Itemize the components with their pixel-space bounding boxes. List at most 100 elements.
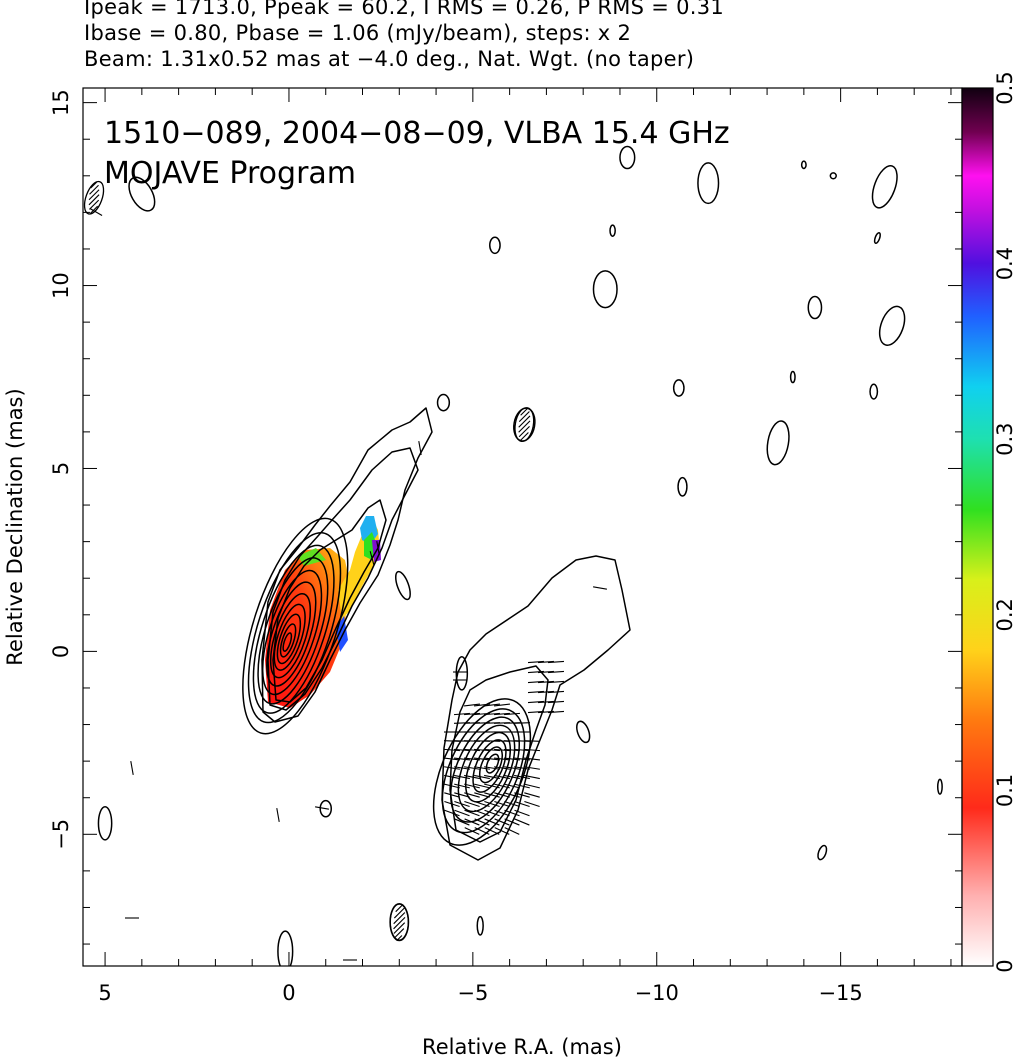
evpa-vector <box>473 703 491 707</box>
evpa-vector <box>454 792 470 798</box>
evpa-vector <box>444 774 460 780</box>
hatch-line <box>89 199 100 210</box>
hatch-line <box>88 189 100 201</box>
evpa-vector <box>454 818 470 826</box>
evpa-vector <box>474 766 490 770</box>
evpa-vector <box>454 774 470 780</box>
noise-contour <box>436 393 451 412</box>
evpa-vector <box>376 541 380 555</box>
evpa-vector <box>464 809 480 817</box>
evpa-vector <box>473 712 491 716</box>
evpa-vector <box>483 748 501 752</box>
hatch-line <box>520 407 529 416</box>
evpa-vector <box>504 766 520 770</box>
hatch-line <box>518 420 531 433</box>
evpa-vector <box>453 712 471 716</box>
jet-knot-contour <box>432 698 532 846</box>
evpa-vector <box>464 827 480 835</box>
jet-contour-outer <box>441 555 631 861</box>
evpa-vector <box>514 801 530 807</box>
x-tick-label: 0 <box>282 981 295 1005</box>
colorbar-tick-label: 0.3 <box>993 422 1017 455</box>
colorbar-tick-label: 0.1 <box>993 774 1017 807</box>
colorbar-tick-label: 0.4 <box>993 247 1017 280</box>
evpa-vector <box>503 748 521 752</box>
evpa-vector <box>483 757 501 761</box>
header-beam-info: Beam: 1.31x0.52 mas at −4.0 deg., Nat. W… <box>84 47 695 71</box>
evpa-vector <box>547 710 565 714</box>
evpa-vector <box>464 766 480 770</box>
core-contour <box>252 544 335 714</box>
y-tick-label: 15 <box>49 89 73 116</box>
y-axis-label: Relative Declination (mas) <box>3 388 27 665</box>
evpa-vector <box>484 827 500 835</box>
evpa-vector <box>524 801 540 807</box>
core-contour <box>247 532 342 724</box>
evpa-vector <box>453 757 471 761</box>
hatch-line <box>393 922 406 934</box>
colorbar-tick-label: 0 <box>993 959 1017 972</box>
hatch-line <box>519 432 529 442</box>
evpa-vector <box>523 757 541 761</box>
evpa-vector <box>315 806 329 810</box>
evpa-vector <box>454 809 470 817</box>
evpa-vector <box>463 748 481 752</box>
evpa-vector <box>537 710 555 714</box>
noise-contour <box>277 930 294 966</box>
evpa-vector <box>537 700 555 704</box>
noise-contour <box>319 799 333 818</box>
evpa-vector <box>443 757 461 761</box>
evpa-vector <box>514 809 530 817</box>
evpa-vector <box>474 783 490 789</box>
evpa-vector <box>504 792 520 798</box>
evpa-vector <box>537 680 555 684</box>
evpa-vector <box>483 703 501 707</box>
evpa-vector <box>524 774 540 780</box>
colorbar-tick-label: 0.5 <box>993 71 1017 104</box>
evpa-vector <box>504 809 520 817</box>
evpa-vector <box>527 710 545 714</box>
noise-contour <box>576 720 591 744</box>
polarization-vectors <box>88 181 607 961</box>
evpa-vector <box>463 757 481 761</box>
evpa-vector <box>537 670 555 674</box>
evpa-vector <box>483 712 501 716</box>
y-tick-label: 0 <box>49 645 73 658</box>
noise-contour <box>455 656 469 691</box>
y-tick-label: 10 <box>49 272 73 299</box>
evpa-vector <box>494 774 510 780</box>
evpa-vector <box>547 700 565 704</box>
hatched-ellipse <box>514 407 535 443</box>
evpa-vector <box>527 680 545 684</box>
contour-outer <box>261 407 433 723</box>
evpa-vector <box>537 660 555 664</box>
noise-contour <box>489 236 501 255</box>
evpa-vector <box>514 783 530 789</box>
hatch-line <box>518 415 531 428</box>
axis-tick-labels: 5 0 −5 −10 −15 −5 0 5 10 15 0 0.1 0.2 0.3 0.4 0.5 <box>49 71 1017 1005</box>
evpa-vector <box>474 774 490 780</box>
evpa-vector <box>547 680 565 684</box>
evpa-vector <box>527 670 545 674</box>
noise-contour <box>817 844 828 861</box>
jet-knot-contour <box>478 746 504 784</box>
evpa-vector <box>523 748 541 752</box>
noise-contour <box>878 305 906 346</box>
core-contour <box>257 557 329 705</box>
evpa-vector <box>514 792 530 798</box>
hatched-ellipse <box>389 903 409 941</box>
evpa-vector <box>494 818 510 826</box>
hatch-line <box>393 912 406 925</box>
core-contour <box>242 517 349 735</box>
evpa-vector <box>444 801 460 807</box>
noise-contour <box>871 164 898 209</box>
evpa-vector <box>494 801 510 807</box>
evpa-vector <box>473 757 491 761</box>
hatch-line <box>393 907 405 919</box>
evpa-vector <box>547 660 565 664</box>
x-tick-label: −15 <box>818 981 862 1005</box>
noise-contour <box>609 224 616 237</box>
hatch-line <box>89 184 99 195</box>
x-tick-label: −10 <box>635 981 679 1005</box>
evpa-vector <box>453 748 471 752</box>
